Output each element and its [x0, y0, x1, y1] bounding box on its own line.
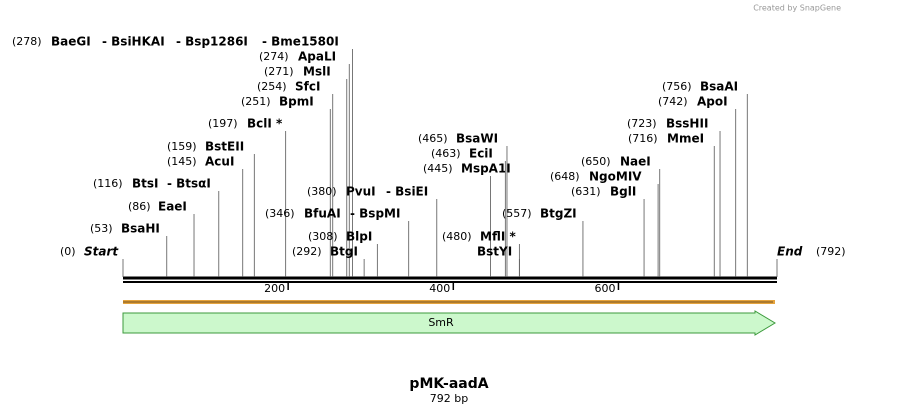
site-name: MflI *: [480, 230, 516, 244]
site-position: (756): [662, 80, 692, 93]
site-position: (53): [90, 222, 113, 235]
feature-arrow: [122, 310, 776, 336]
site-position: (648): [550, 170, 580, 183]
title: pMK-aadA: [409, 376, 488, 392]
site-position: (116): [93, 177, 123, 190]
site-position: (723): [627, 117, 657, 130]
site-name: BsaWI: [456, 132, 498, 146]
site-name: BsaAI: [700, 80, 738, 94]
site-name: BtsI: [132, 177, 159, 191]
site-position: (792): [816, 245, 846, 258]
site-position: (346): [265, 207, 295, 220]
site-name: PvuI: [346, 185, 376, 199]
site-name: SfcI: [295, 80, 320, 94]
site-position: (742): [658, 95, 688, 108]
site-position: (380): [307, 185, 337, 198]
site-position: (254): [257, 80, 287, 93]
site-position: (292): [292, 245, 322, 258]
site-position: (0): [60, 245, 76, 258]
site-position: (557): [502, 207, 532, 220]
site-name: BssHII: [666, 117, 708, 131]
site-position: (271): [264, 65, 294, 78]
site-position: (86): [128, 200, 151, 213]
site-name: BaeGI: [51, 35, 91, 49]
site-name: BclI *: [247, 117, 283, 131]
site-name: BtgI: [330, 245, 358, 259]
site-position: (650): [581, 155, 611, 168]
site-name: NaeI: [620, 155, 651, 169]
site-position: (631): [571, 185, 601, 198]
site-position: (445): [423, 162, 453, 175]
site-name: BsaHI: [121, 222, 160, 236]
site-name: BstYI: [477, 245, 512, 259]
site-name: End: [777, 245, 803, 259]
site-name: BlpI: [346, 230, 372, 244]
site-name: EaeI: [158, 200, 187, 214]
site-position: (274): [259, 50, 289, 63]
site-name: AcuI: [205, 155, 234, 169]
site-name: BfuAI: [304, 207, 341, 221]
credit: Created by SnapGene: [753, 4, 841, 13]
site-name: ApaLI: [298, 50, 336, 64]
site-name: BpmI: [279, 95, 314, 109]
tick-label: 600: [594, 282, 615, 295]
site-name: - BspMI: [350, 207, 400, 221]
feature-label: SmR: [428, 316, 454, 329]
site-name: - Bme1580I: [262, 35, 339, 49]
site-name: BglI: [610, 185, 636, 199]
site-name: Start: [84, 245, 119, 259]
site-name: NgoMIV: [589, 170, 642, 184]
site-name: - BsiEI: [386, 185, 428, 199]
length-label: 792 bp: [430, 392, 468, 405]
site-name: EciI: [469, 147, 493, 161]
tick-label: 200: [264, 282, 285, 295]
site-position: (308): [308, 230, 338, 243]
site-position: (278): [12, 35, 42, 48]
site-position: (197): [208, 117, 238, 130]
site-position: (463): [431, 147, 461, 160]
site-name: MmeI: [667, 132, 704, 146]
site-name: - BtsαI: [167, 177, 211, 191]
site-position: (159): [167, 140, 197, 153]
site-name: - BsiHKAI: [102, 35, 165, 49]
site-name: ApoI: [697, 95, 728, 109]
site-name: BstEII: [205, 140, 244, 154]
site-position: (480): [442, 230, 472, 243]
site-name: MspA1I: [461, 162, 511, 176]
site-position: (716): [628, 132, 658, 145]
site-name: BtgZI: [540, 207, 577, 221]
site-position: (465): [418, 132, 448, 145]
site-position: (145): [167, 155, 197, 168]
site-name: MslI: [303, 65, 331, 79]
site-name: - Bsp1286I: [176, 35, 248, 49]
tick-label: 400: [429, 282, 450, 295]
site-position: (251): [241, 95, 271, 108]
